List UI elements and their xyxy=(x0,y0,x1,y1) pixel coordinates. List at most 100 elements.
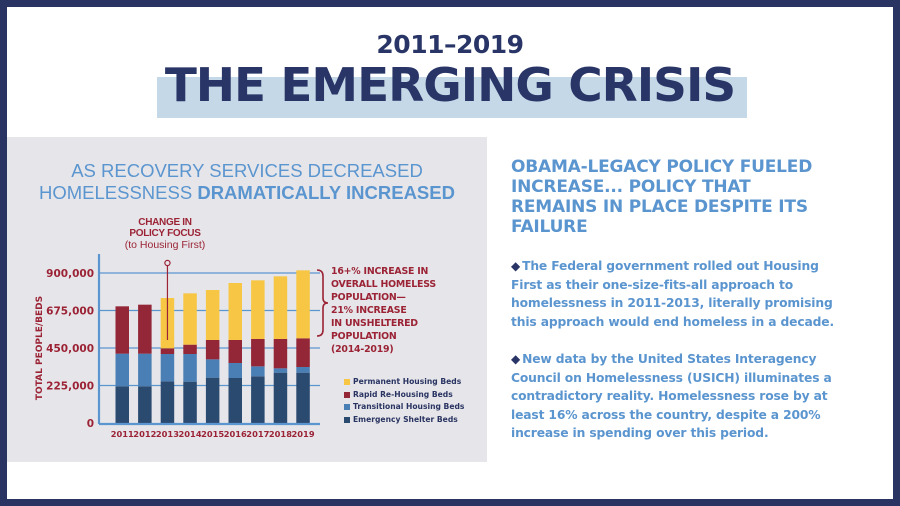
bar-segment xyxy=(160,381,175,423)
bar-segment xyxy=(160,348,175,354)
y-tick-label: 0 xyxy=(87,418,94,430)
bar-segment xyxy=(138,353,152,387)
legend-item: Transitional Housing Beds xyxy=(344,401,464,414)
bar-segment xyxy=(160,354,175,382)
paragraph-text: Council on Homelessness (USICH) illumina… xyxy=(511,370,832,385)
paragraph-line: Council on Homelessness (USICH) illumina… xyxy=(511,369,871,388)
paragraph-text: homelessness in 2011-2013, literally pro… xyxy=(511,296,833,310)
bar-segment xyxy=(205,290,220,340)
paragraph-text: contradictory reality. Homelessness rose… xyxy=(511,389,828,403)
diamond-bullet-icon: ◆ xyxy=(511,259,521,273)
x-tick-label: 2012 xyxy=(133,429,156,439)
bar-segment xyxy=(296,338,310,367)
policy-note-line2: POLICY FOCUS xyxy=(129,228,201,239)
policy-note-line3: (to Housing First) xyxy=(124,239,206,251)
main-title: THE EMERGING CRISIS xyxy=(164,58,736,112)
x-tick-label: 2014 xyxy=(179,429,202,439)
bracket-annotation-line: IN UNSHELTERED xyxy=(331,318,418,329)
paragraph-line: First as their one-size-fits-all approac… xyxy=(511,276,871,295)
chart-title-line2: HOMELESSNESS DRAMATICALLY INCREASED xyxy=(7,182,487,204)
paragraph-line: contradictory reality. Homelessness rose… xyxy=(511,387,871,406)
bar-segment xyxy=(138,386,152,423)
paragraph-text: First as their one-size-fits-all approac… xyxy=(511,277,794,292)
bar-segment xyxy=(273,372,288,423)
bar-segment xyxy=(115,353,129,387)
legend-swatch xyxy=(344,379,350,386)
section-heading-line: OBAMA-LEGACY POLICY FUELED xyxy=(511,157,813,177)
bracket-annotation-line: POPULATION— xyxy=(331,292,406,303)
bracket-annotation-line: 16+% INCREASE IN xyxy=(331,266,429,277)
legend-swatch xyxy=(344,416,350,423)
paragraph-line: least 16% across the country, despite a … xyxy=(511,406,871,425)
chart-title: AS RECOVERY SERVICES DECREASED HOMELESSN… xyxy=(7,160,487,204)
paragraph-text: this approach would end homeless in a de… xyxy=(511,314,834,329)
x-tick-label: 2016 xyxy=(224,429,247,439)
chart-title-line1: AS RECOVERY SERVICES DECREASED xyxy=(71,160,423,181)
y-tick-label: 225,000 xyxy=(46,381,94,393)
paragraph-text: least 16% across the country, despite a … xyxy=(511,407,821,422)
chart-legend: Permanent Housing Beds Rapid Re-Housing B… xyxy=(344,376,464,426)
y-tick-label: 450,000 xyxy=(46,343,94,355)
legend-label: Rapid Re-Housing Beds xyxy=(353,389,453,399)
bar-segment xyxy=(205,340,220,360)
bar-segment xyxy=(228,363,242,378)
bar-segment xyxy=(296,367,310,373)
paragraph-text: New data by the United States Interagenc… xyxy=(522,352,817,366)
x-tick-label: 2013 xyxy=(156,429,179,439)
bar-segment xyxy=(138,304,152,354)
policy-marker-circle xyxy=(164,259,171,267)
paragraph-usich-data: ◆ New data by the United States Interagen… xyxy=(511,350,871,443)
chart-title-normal: HOMELESSNESS xyxy=(39,182,198,203)
bracket-annotation-line: 21% INCREASE xyxy=(331,305,407,316)
paragraph-line: this approach would end homeless in a de… xyxy=(511,313,871,332)
x-tick-label: 2018 xyxy=(269,429,292,439)
section-heading-line: REMAINS IN PLACE DESPITE ITS xyxy=(511,197,808,217)
bar-segment xyxy=(228,378,242,423)
paragraph-text: The Federal government rolled out Housin… xyxy=(522,259,819,273)
bar-segment xyxy=(228,283,242,340)
chart-title-bold: DRAMATICALLY INCREASED xyxy=(197,182,455,203)
x-tick-label: 2015 xyxy=(201,429,224,439)
bar-segment xyxy=(251,339,265,367)
bar-segment xyxy=(251,376,265,423)
y-tick-label: 900,000 xyxy=(46,268,94,280)
bar-segment xyxy=(115,386,129,423)
paragraph-line: ◆ The Federal government rolled out Housi… xyxy=(511,257,871,276)
bar-segment xyxy=(273,276,288,339)
policy-change-annotation: CHANGE IN POLICY FOCUS (to Housing First… xyxy=(100,217,230,251)
bracket-annotation: 16+% INCREASE IN OVERALL HOMELESS POPULATI… xyxy=(331,265,491,356)
section-heading-line: INCREASE... POLICY THAT xyxy=(511,177,751,197)
legend-item: Emergency Shelter Beds xyxy=(344,414,464,427)
year-range-title: 2011–2019 xyxy=(376,30,524,59)
bracket-annotation-line: POPULATION xyxy=(331,331,397,342)
bar-segment xyxy=(251,366,265,377)
bar-segment xyxy=(296,372,310,423)
paragraph-text: increase in spending over this period. xyxy=(511,426,769,440)
legend-swatch xyxy=(344,404,350,411)
paragraph-housing-first: ◆ The Federal government rolled out Housi… xyxy=(511,257,871,331)
bar-segment xyxy=(273,339,288,369)
section-heading: OBAMA-LEGACY POLICY FUELED INCREASE... PO… xyxy=(511,157,871,237)
legend-item: Rapid Re-Housing Beds xyxy=(344,389,464,402)
legend-item: Permanent Housing Beds xyxy=(344,376,464,389)
y-tick-label: 675,000 xyxy=(46,306,94,318)
bar-segment xyxy=(273,368,288,373)
paragraph-line: ◆ New data by the United States Interagen… xyxy=(511,350,871,369)
legend-label: Emergency Shelter Beds xyxy=(353,414,458,424)
curly-bracket xyxy=(316,269,329,337)
paragraph-line: increase in spending over this period. xyxy=(511,424,871,443)
section-heading-line: FAILURE xyxy=(511,217,588,237)
policy-note-line1: CHANGE IN xyxy=(138,217,192,228)
legend-label: Permanent Housing Beds xyxy=(353,377,462,386)
bar-segment xyxy=(115,306,129,354)
bracket-annotation-line: OVERALL HOMELESS xyxy=(331,279,436,290)
bar-segment xyxy=(205,359,220,378)
title-highlight-band xyxy=(157,77,747,118)
bar-segment xyxy=(183,354,197,382)
y-axis-label: TOTAL PEOPLE/BEDS xyxy=(35,296,45,400)
bar-segment xyxy=(205,377,220,423)
bar-segment xyxy=(251,280,265,339)
chart-panel xyxy=(7,137,487,462)
bar-segment xyxy=(183,344,197,354)
